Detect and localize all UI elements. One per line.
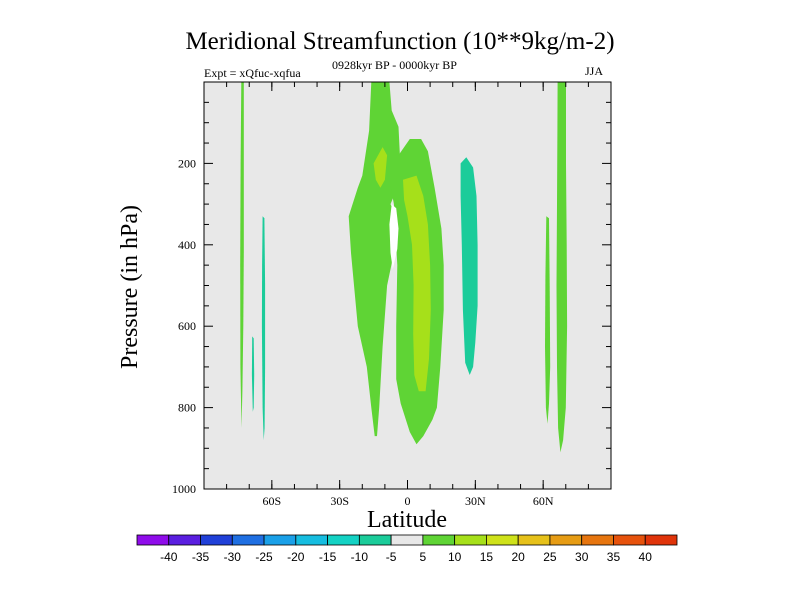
colorbar-label: -15 xyxy=(319,550,337,564)
x-tick-label: 60N xyxy=(533,494,554,508)
y-tick-label: 1000 xyxy=(172,482,196,496)
colorbar-swatch xyxy=(613,534,646,546)
colorbar-label: -35 xyxy=(192,550,210,564)
x-tick-label: 0 xyxy=(405,494,411,508)
contour-region-4 xyxy=(545,216,551,424)
colorbar-label: 30 xyxy=(575,550,589,564)
colorbar-swatch xyxy=(517,534,551,546)
chart-title: Meridional Streamfunction (10**9kg/m-2) xyxy=(185,28,615,55)
colorbar-swatch xyxy=(390,534,424,546)
contour-region-7 xyxy=(460,157,478,375)
colorbar: -40 -35 -30 -25 -20 -15 -10 -5 5 10 15 20 25 30 35 40 xyxy=(136,534,678,564)
colorbar-label: 5 xyxy=(420,550,427,564)
colorbar-label: -10 xyxy=(351,550,369,564)
colorbar-label: 15 xyxy=(480,550,494,564)
contour-region-8 xyxy=(261,216,266,441)
colorbar-swatch xyxy=(581,534,614,546)
contour-region-2 xyxy=(382,139,444,445)
colorbar-label: -20 xyxy=(287,550,305,564)
colorbar-label: -40 xyxy=(160,550,178,564)
contour-region-0 xyxy=(240,82,244,428)
y-tick-label: 200 xyxy=(178,156,196,170)
colorbar-label: -5 xyxy=(386,550,397,564)
colorbar-label: 20 xyxy=(512,550,526,564)
y-tick-label: 400 xyxy=(178,238,196,252)
experiment-label: Expt = xQfuc-xqfua xyxy=(204,66,301,80)
contour-region-9 xyxy=(251,336,255,412)
contour-region-6 xyxy=(403,175,431,392)
colorbar-label: 10 xyxy=(448,550,462,564)
colorbar-swatch xyxy=(231,534,265,546)
colorbar-swatch xyxy=(136,534,170,546)
colorbar-swatch xyxy=(168,534,201,546)
colorbar-swatch xyxy=(327,534,360,546)
x-axis-label: Latitude xyxy=(367,507,447,533)
period-label: 0928kyr BP - 0000kyr BP xyxy=(332,58,457,72)
x-axis: 60S 30S 0 30N 60N xyxy=(226,82,589,508)
colorbar-swatch xyxy=(263,534,297,546)
colorbar-swatch xyxy=(549,534,583,546)
colorbar-label: 40 xyxy=(639,550,653,564)
y-tick-label: 600 xyxy=(178,319,196,333)
contour-region-10 xyxy=(389,204,399,270)
colorbar-swatch xyxy=(644,534,678,546)
y-tick-label: 800 xyxy=(178,401,196,415)
contour-region-3 xyxy=(556,82,568,453)
colorbar-swatch xyxy=(454,534,487,546)
x-tick-label: 60S xyxy=(262,494,281,508)
colorbar-swatch xyxy=(295,534,328,546)
colorbar-label: 25 xyxy=(543,550,557,564)
colorbar-swatch xyxy=(486,534,519,546)
season-label: JJA xyxy=(585,64,604,78)
contour-regions xyxy=(240,82,568,453)
colorbar-label: -30 xyxy=(224,550,242,564)
x-tick-label: 30S xyxy=(330,494,349,508)
x-tick-label: 30N xyxy=(465,494,486,508)
colorbar-swatch xyxy=(422,534,456,546)
colorbar-swatch xyxy=(200,534,233,546)
contour-region-5 xyxy=(373,147,388,188)
y-axis: 200 400 600 800 1000 xyxy=(172,101,611,496)
colorbar-swatch xyxy=(358,534,392,546)
colorbar-label: -25 xyxy=(255,550,273,564)
y-axis-label: Pressure (in hPa) xyxy=(117,205,143,369)
colorbar-label: 35 xyxy=(607,550,621,564)
